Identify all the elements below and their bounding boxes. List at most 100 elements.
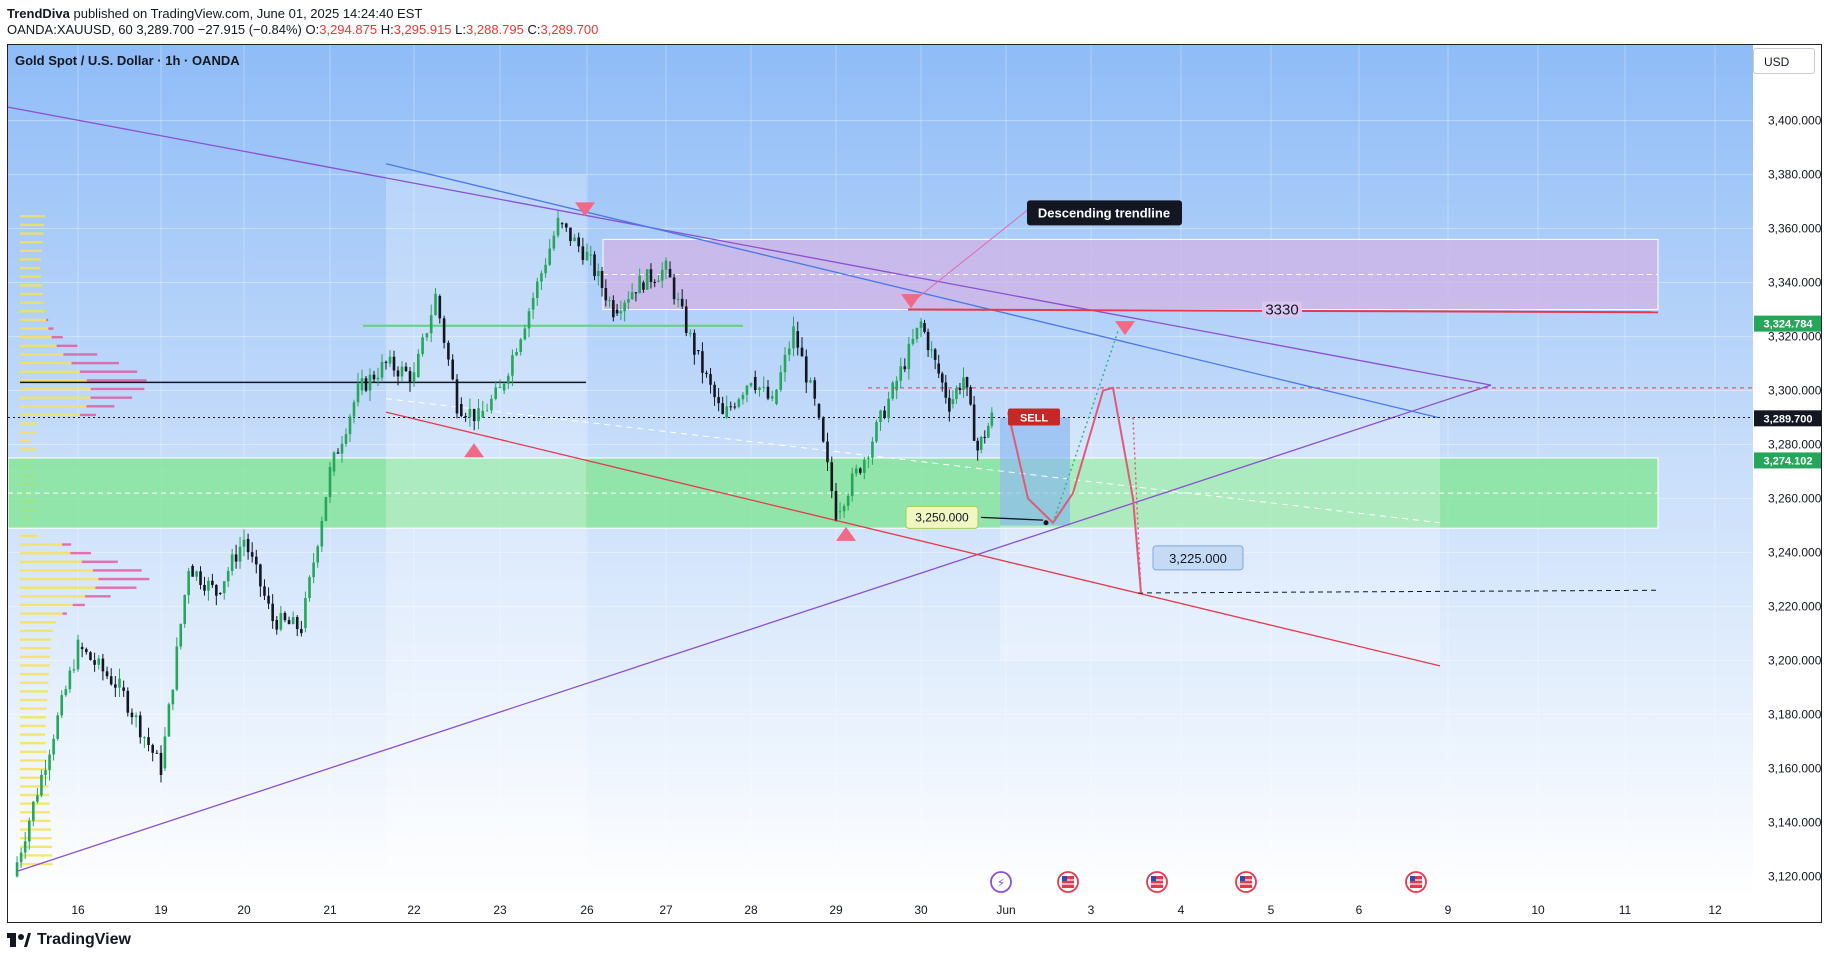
projected-drop-path (1132, 417, 1142, 594)
price-tick-label: 3,400.000 (1768, 114, 1822, 128)
candle (569, 227, 572, 242)
sell-signal-triangle (1115, 321, 1135, 336)
candle (821, 417, 825, 442)
volume-bar (20, 819, 51, 823)
last-price: 3,289.700 (136, 22, 195, 37)
publisher-name[interactable]: TrendDiva (7, 6, 70, 21)
flag-canton (1410, 876, 1415, 881)
candle (408, 371, 412, 382)
candle (515, 352, 518, 356)
candle (15, 862, 19, 877)
volume-bar (90, 387, 145, 391)
candle (858, 468, 862, 473)
candle (481, 410, 485, 418)
volume-bar (20, 301, 44, 304)
candle (52, 738, 55, 755)
price-tick-label: 3,300.000 (1768, 384, 1822, 398)
candle (556, 217, 560, 236)
volume-bar (20, 310, 45, 313)
candle (360, 378, 364, 391)
candle (147, 737, 150, 745)
candle (421, 337, 424, 354)
tradingview-logo[interactable]: TradingView (7, 931, 131, 949)
flag-canton (1240, 876, 1245, 881)
candle (175, 646, 179, 690)
chart-pane[interactable]: 3330 Descending trendline SELL 3,250.000 3,2… (7, 44, 1822, 923)
candle (907, 343, 911, 370)
volume-bar (20, 750, 47, 754)
candle (766, 386, 770, 399)
candle (179, 623, 183, 647)
candle (717, 397, 720, 404)
resistance-zone (602, 238, 1659, 311)
price-change: −27.915 (−0.84%) (197, 22, 302, 37)
candle (770, 396, 774, 399)
buy-signal-triangle (464, 443, 484, 458)
volume-bar (20, 603, 73, 607)
brand-name: TradingView (37, 931, 131, 948)
volume-bar (20, 811, 51, 814)
candle (891, 382, 894, 399)
candle (85, 649, 88, 653)
candle (642, 282, 645, 290)
candle (44, 770, 47, 775)
candle (895, 380, 899, 391)
price-tick-label: 3,320.000 (1768, 330, 1822, 344)
volume-bar (20, 327, 49, 330)
candle (645, 269, 649, 290)
candle (775, 389, 778, 405)
publish-header: TrendDiva published on TradingView.com, … (0, 0, 1829, 44)
price-chart[interactable]: 3330 Descending trendline SELL 3,250.000 3,2… (8, 45, 1822, 923)
candle (721, 403, 724, 414)
candle (745, 385, 749, 395)
candle (923, 323, 926, 332)
currency-button[interactable]: USD (1753, 48, 1815, 74)
symbol-title: Gold Spot / U.S. Dollar · 1h · OANDA (15, 53, 240, 68)
time-tick-label: 16 (71, 903, 85, 917)
candle (955, 388, 958, 400)
candle (958, 388, 962, 390)
candle (762, 386, 766, 388)
volume-bar (79, 370, 138, 373)
volume-bar (70, 551, 91, 555)
candle (737, 399, 741, 407)
volume-bar (20, 629, 53, 633)
high-value: 3,295.915 (393, 22, 452, 37)
price-tick-label: 3,160.000 (1768, 761, 1822, 775)
candle (23, 841, 27, 853)
price-tag-bg (1754, 315, 1821, 332)
time-tick-label: 3 (1088, 903, 1095, 917)
price-axis[interactable] (1753, 45, 1822, 923)
candle (875, 422, 878, 442)
price-tick-label: 3,220.000 (1768, 599, 1822, 613)
candle (540, 273, 543, 282)
close-label: C: (527, 22, 541, 37)
open-label: O: (305, 22, 320, 37)
volume-bar (20, 258, 41, 261)
candle (109, 676, 113, 685)
candle (388, 356, 392, 364)
symbol-interval: OANDA:XAUUSD, 60 (7, 22, 133, 37)
target-3250-connector (980, 516, 1044, 521)
candle (89, 652, 92, 661)
tradingview-logo-icon (7, 933, 31, 947)
time-tick-label: 9 (1445, 903, 1452, 917)
candle (972, 404, 976, 441)
candle (312, 562, 315, 578)
volume-bar (20, 776, 48, 779)
time-axis[interactable] (8, 898, 1753, 923)
candle (511, 355, 514, 376)
candle (105, 671, 109, 677)
volume-bar (20, 716, 47, 719)
volume-bar (86, 405, 115, 408)
candle (254, 556, 258, 565)
volume-bar (48, 327, 54, 330)
low-value: 3,288.795 (466, 22, 524, 37)
trendlines (8, 106, 1821, 872)
price-tick-label: 3,180.000 (1768, 707, 1822, 721)
candle (986, 425, 990, 438)
candle (548, 248, 552, 265)
candle (627, 299, 630, 303)
event-marker (990, 871, 1012, 893)
sell-position-box (1000, 417, 1070, 526)
